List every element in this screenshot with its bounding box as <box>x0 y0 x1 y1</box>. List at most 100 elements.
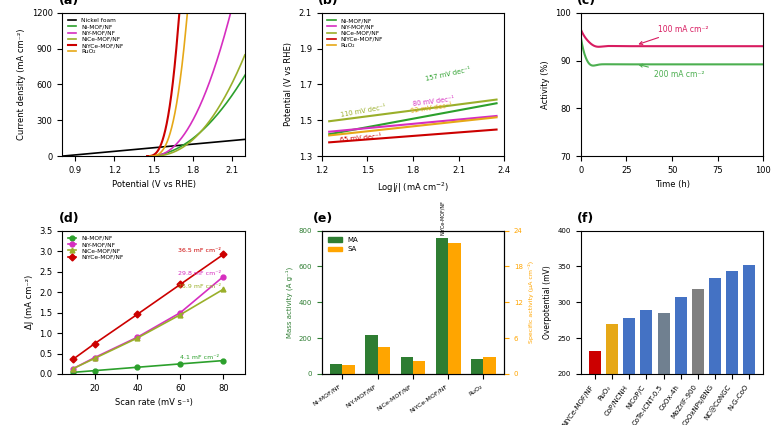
NiYCe-MOF/NF <box>174 10 184 15</box>
NiYCe-MOF/NF <box>157 142 166 147</box>
Text: (b): (b) <box>318 0 339 7</box>
NiY-MOF/NF <box>176 310 185 315</box>
X-axis label: Scan rate (mV s⁻¹): Scan rate (mV s⁻¹) <box>115 398 192 407</box>
Bar <box>448 243 460 374</box>
NiY-MOF/NF <box>198 98 207 103</box>
Text: (a): (a) <box>58 0 79 7</box>
NiYCe-MOF/NF <box>154 147 164 152</box>
Y-axis label: ΔJ (mA cm⁻²): ΔJ (mA cm⁻²) <box>25 275 33 329</box>
Y-axis label: Potential (V vs RHE): Potential (V vs RHE) <box>284 42 293 126</box>
Nickel foam <box>190 142 199 147</box>
NiY-MOF/NF <box>205 79 214 84</box>
Ni-MOF/NF <box>154 152 164 157</box>
Text: 4.1 mF cm⁻²: 4.1 mF cm⁻² <box>181 355 220 360</box>
Bar <box>378 347 390 374</box>
Ni-MOF/NF <box>216 109 225 114</box>
NiYCe-MOF/NF <box>219 252 228 257</box>
RuO₂ <box>183 10 192 15</box>
Text: 110 mV dec⁻¹: 110 mV dec⁻¹ <box>340 104 386 118</box>
NiY-MOF/NF <box>69 366 78 371</box>
Nickel foam <box>172 143 182 148</box>
NiY-MOF/NF <box>174 139 183 144</box>
Bar <box>640 310 653 425</box>
Bar <box>589 351 601 425</box>
Ni-MOF/NF <box>243 68 252 74</box>
Bar <box>400 357 413 374</box>
NiYCe-MOF/NF <box>167 83 177 88</box>
NiCe-MOF/NF <box>178 145 187 150</box>
Line: NiCe-MOF/NF: NiCe-MOF/NF <box>71 287 226 371</box>
X-axis label: Time (h): Time (h) <box>654 180 689 190</box>
NiYCe-MOF/NF <box>168 81 178 86</box>
Text: (c): (c) <box>577 0 596 7</box>
Text: 157 mV dec⁻¹: 157 mV dec⁻¹ <box>425 66 471 82</box>
Y-axis label: Overpotential (mV): Overpotential (mV) <box>543 266 552 339</box>
Line: NiYCe-MOF/NF: NiYCe-MOF/NF <box>147 13 182 156</box>
NiCe-MOF/NF <box>133 335 143 340</box>
Text: 92 mV dec⁻¹: 92 mV dec⁻¹ <box>410 102 452 114</box>
Ni-MOF/NF <box>143 153 152 159</box>
NiY-MOF/NF <box>206 78 215 83</box>
NiCe-MOF/NF <box>240 52 249 57</box>
X-axis label: Log|$j$| (mA cm$^{-2}$): Log|$j$| (mA cm$^{-2}$) <box>377 180 449 195</box>
Text: NiYCe-MOF/NF: NiYCe-MOF/NF <box>439 200 445 235</box>
Legend: Nickel foam, Ni-MOF/NF, NiY-MOF/NF, NiCe-MOF/NF, NiYCe-MOF/NF, RuO₂: Nickel foam, Ni-MOF/NF, NiY-MOF/NF, NiCe… <box>65 16 125 57</box>
RuO₂ <box>185 10 195 15</box>
NiCe-MOF/NF <box>148 153 157 159</box>
Line: NiY-MOF/NF: NiY-MOF/NF <box>153 13 232 156</box>
NiYCe-MOF/NF <box>90 341 99 346</box>
Ni-MOF/NF <box>215 109 224 114</box>
NiCe-MOF/NF <box>90 356 99 361</box>
Y-axis label: Mass activity (A g⁻¹): Mass activity (A g⁻¹) <box>285 267 293 338</box>
Text: 200 mA cm⁻²: 200 mA cm⁻² <box>640 64 704 79</box>
Legend: Ni-MOF/NF, NiY-MOF/NF, NiCe-MOF/NF, NiYCe-MOF/NF: Ni-MOF/NF, NiY-MOF/NF, NiCe-MOF/NF, NiYC… <box>65 234 125 262</box>
Bar <box>675 298 686 425</box>
Ni-MOF/NF <box>219 358 228 363</box>
Text: (e): (e) <box>312 212 333 225</box>
NiY-MOF/NF <box>157 152 167 157</box>
NiYCe-MOF/NF <box>178 10 187 15</box>
RuO₂ <box>150 153 159 159</box>
Bar <box>709 278 721 425</box>
X-axis label: Potential (V vs RHE): Potential (V vs RHE) <box>111 180 196 190</box>
Line: NiCe-MOF/NF: NiCe-MOF/NF <box>153 55 245 156</box>
NiCe-MOF/NF <box>159 153 168 158</box>
Legend: MA, SA: MA, SA <box>325 234 361 255</box>
RuO₂ <box>171 109 180 114</box>
NiCe-MOF/NF <box>176 312 185 317</box>
Nickel foam <box>79 152 89 157</box>
NiY-MOF/NF <box>90 355 99 360</box>
Text: (f): (f) <box>577 212 594 225</box>
NiYCe-MOF/NF <box>146 153 156 159</box>
Line: NiYCe-MOF/NF: NiYCe-MOF/NF <box>71 252 226 362</box>
Text: 29.8 mF cm⁻²: 29.8 mF cm⁻² <box>178 271 221 276</box>
Ni-MOF/NF <box>175 144 185 150</box>
RuO₂ <box>145 153 154 159</box>
NiYCe-MOF/NF <box>143 153 152 159</box>
Bar <box>743 265 755 425</box>
Line: NiY-MOF/NF: NiY-MOF/NF <box>71 274 226 371</box>
NiY-MOF/NF <box>219 274 228 279</box>
NiY-MOF/NF <box>179 133 189 138</box>
RuO₂ <box>174 87 184 92</box>
Line: RuO₂: RuO₂ <box>150 13 190 156</box>
RuO₂ <box>161 142 171 147</box>
Nickel foam <box>240 137 249 142</box>
Ni-MOF/NF <box>133 365 143 370</box>
NiCe-MOF/NF <box>185 140 194 145</box>
Ni-MOF/NF <box>176 361 185 366</box>
Ni-MOF/NF <box>206 120 215 125</box>
Bar <box>623 318 636 425</box>
NiCe-MOF/NF <box>206 117 215 122</box>
Nickel foam <box>117 148 126 153</box>
Nickel foam <box>58 153 67 159</box>
NiYCe-MOF/NF <box>133 312 143 317</box>
Ni-MOF/NF <box>69 370 78 375</box>
RuO₂ <box>158 147 167 153</box>
Bar <box>726 271 738 425</box>
Text: 25.9 mF cm⁻²: 25.9 mF cm⁻² <box>178 284 221 289</box>
Text: 80 mV dec⁻¹: 80 mV dec⁻¹ <box>413 96 455 107</box>
Line: Ni-MOF/NF: Ni-MOF/NF <box>71 358 226 375</box>
NiYCe-MOF/NF <box>164 107 174 112</box>
NiY-MOF/NF <box>148 153 157 159</box>
